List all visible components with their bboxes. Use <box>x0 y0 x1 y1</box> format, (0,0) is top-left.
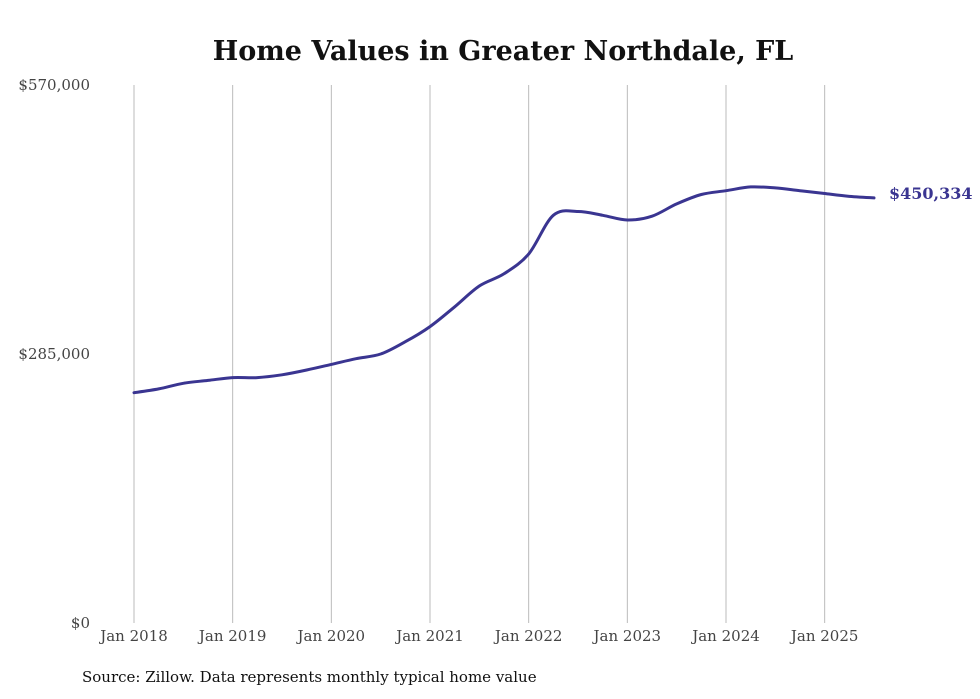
x-tick-label: Jan 2019 <box>197 627 267 645</box>
series-layer <box>132 185 876 395</box>
source-note: Source: Zillow. Data represents monthly … <box>82 668 537 686</box>
x-axis: Jan 2018 Jan 2019 Jan 2020 Jan 2021 Jan 2022… <box>98 627 858 645</box>
x-tick-label: Jan 2022 <box>493 627 563 645</box>
end-value-label: $450,334 <box>889 184 973 203</box>
x-tick-label: Jan 2025 <box>789 627 859 645</box>
y-axis: $0 $285,000 $570,000 <box>18 76 90 632</box>
x-tick-label: Jan 2024 <box>690 627 760 645</box>
y-tick-label: $285,000 <box>18 345 90 363</box>
series-line <box>132 185 876 395</box>
gridlines <box>133 85 826 623</box>
x-tick-label: Jan 2021 <box>394 627 464 645</box>
chart-title: Home Values in Greater Northdale, FL <box>213 36 794 67</box>
x-tick-label: Jan 2018 <box>98 627 168 645</box>
y-tick-label: $0 <box>71 614 90 632</box>
x-tick-label: Jan 2023 <box>592 627 662 645</box>
x-tick-label: Jan 2020 <box>296 627 366 645</box>
y-tick-label: $570,000 <box>18 76 90 94</box>
